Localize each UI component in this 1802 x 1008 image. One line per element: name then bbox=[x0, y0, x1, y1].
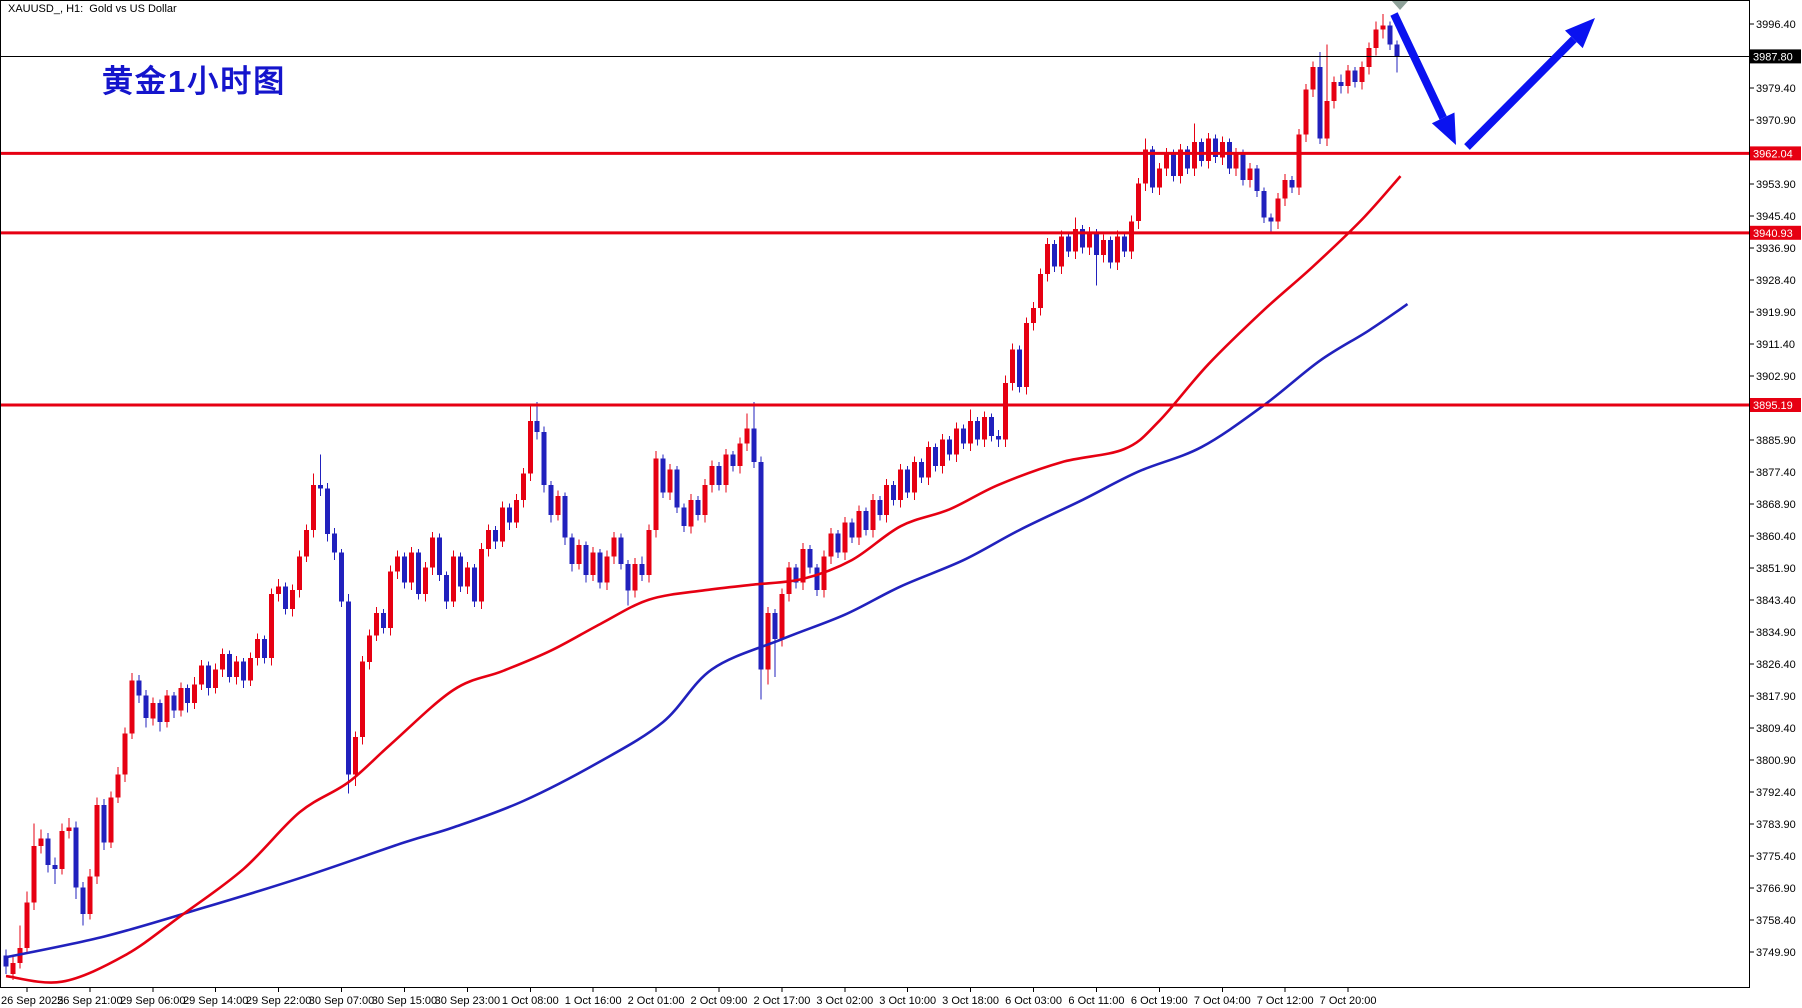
svg-text:3758.40: 3758.40 bbox=[1756, 915, 1796, 927]
svg-text:3826.40: 3826.40 bbox=[1756, 659, 1796, 671]
level-price-label-box bbox=[1750, 398, 1801, 412]
plot-border bbox=[0, 0, 1750, 988]
svg-text:3970.90: 3970.90 bbox=[1756, 115, 1796, 127]
candles-layer bbox=[3, 14, 1400, 980]
current-price-label-text: 3987.80 bbox=[1753, 51, 1793, 63]
svg-text:3928.40: 3928.40 bbox=[1756, 275, 1796, 287]
svg-text:3953.90: 3953.90 bbox=[1756, 179, 1796, 191]
svg-text:26 Sep 2025: 26 Sep 2025 bbox=[1, 995, 63, 1007]
svg-text:6 Oct 19:00: 6 Oct 19:00 bbox=[1131, 995, 1188, 1007]
moving-averages-layer bbox=[5, 175, 1409, 984]
svg-text:3817.90: 3817.90 bbox=[1756, 691, 1796, 703]
hlines-layer bbox=[1, 151, 1749, 407]
svg-text:30 Sep 07:00: 30 Sep 07:00 bbox=[309, 995, 374, 1007]
svg-text:7 Oct 12:00: 7 Oct 12:00 bbox=[1257, 995, 1314, 1007]
svg-text:6 Oct 11:00: 6 Oct 11:00 bbox=[1068, 995, 1124, 1007]
svg-text:29 Sep 22:00: 29 Sep 22:00 bbox=[246, 995, 311, 1007]
svg-text:3834.90: 3834.90 bbox=[1756, 627, 1796, 639]
svg-text:2 Oct 01:00: 2 Oct 01:00 bbox=[628, 995, 685, 1007]
chart-window-title: XAUUSD_, H1: Gold vs US Dollar bbox=[8, 3, 177, 15]
level-price-label-text: 3940.93 bbox=[1753, 228, 1793, 240]
svg-text:3936.90: 3936.90 bbox=[1756, 243, 1796, 255]
svg-text:3911.40: 3911.40 bbox=[1756, 339, 1795, 351]
svg-text:1 Oct 08:00: 1 Oct 08:00 bbox=[502, 995, 559, 1007]
trend-arrow-up-head bbox=[1564, 18, 1595, 49]
svg-text:29 Sep 14:00: 29 Sep 14:00 bbox=[183, 995, 248, 1007]
svg-text:3800.90: 3800.90 bbox=[1756, 755, 1796, 767]
svg-text:7 Oct 20:00: 7 Oct 20:00 bbox=[1320, 995, 1377, 1007]
svg-text:30 Sep 23:00: 30 Sep 23:00 bbox=[435, 995, 500, 1007]
svg-text:3919.90: 3919.90 bbox=[1756, 307, 1796, 319]
svg-text:3792.40: 3792.40 bbox=[1756, 787, 1796, 799]
svg-text:3945.40: 3945.40 bbox=[1756, 211, 1796, 223]
trend-arrow-down-shaft bbox=[1390, 12, 1447, 120]
svg-text:6 Oct 03:00: 6 Oct 03:00 bbox=[1005, 995, 1062, 1007]
svg-text:7 Oct 04:00: 7 Oct 04:00 bbox=[1194, 995, 1251, 1007]
svg-text:3885.90: 3885.90 bbox=[1756, 435, 1796, 447]
price-axis-strip bbox=[1750, 0, 1802, 1008]
svg-text:3843.40: 3843.40 bbox=[1756, 595, 1796, 607]
ma-slow-line bbox=[5, 303, 1409, 959]
level-price-label-text: 3895.19 bbox=[1753, 400, 1793, 412]
svg-text:3809.40: 3809.40 bbox=[1756, 723, 1796, 735]
level-price-label-text: 3962.04 bbox=[1753, 148, 1793, 160]
svg-text:3979.40: 3979.40 bbox=[1756, 83, 1796, 95]
svg-text:29 Sep 06:00: 29 Sep 06:00 bbox=[120, 995, 185, 1007]
level-price-label-box bbox=[1750, 146, 1801, 161]
current-price-label-box bbox=[1750, 49, 1801, 64]
svg-text:3851.90: 3851.90 bbox=[1756, 563, 1796, 575]
svg-text:3 Oct 02:00: 3 Oct 02:00 bbox=[816, 995, 873, 1007]
svg-text:3766.90: 3766.90 bbox=[1756, 883, 1796, 895]
top-marker-icon bbox=[1391, 0, 1409, 10]
svg-text:30 Sep 15:00: 30 Sep 15:00 bbox=[372, 995, 437, 1007]
svg-text:3860.40: 3860.40 bbox=[1756, 531, 1796, 543]
svg-text:2 Oct 09:00: 2 Oct 09:00 bbox=[691, 995, 748, 1007]
chart-annotation-text: 黄金1小时图 bbox=[102, 64, 287, 99]
svg-text:3996.40: 3996.40 bbox=[1756, 19, 1796, 31]
svg-text:3 Oct 18:00: 3 Oct 18:00 bbox=[942, 995, 999, 1007]
svg-text:3775.40: 3775.40 bbox=[1756, 851, 1796, 863]
svg-text:3 Oct 10:00: 3 Oct 10:00 bbox=[879, 995, 936, 1007]
time-axis-strip bbox=[0, 988, 1802, 1008]
svg-text:3783.90: 3783.90 bbox=[1756, 819, 1796, 831]
svg-text:3902.90: 3902.90 bbox=[1756, 371, 1796, 383]
svg-text:2 Oct 17:00: 2 Oct 17:00 bbox=[753, 995, 810, 1007]
ma-fast-line bbox=[5, 175, 1402, 984]
drawn-arrows-layer bbox=[1390, 12, 1595, 150]
level-price-label-box bbox=[1750, 225, 1801, 240]
price-axis-labels: 3996.403987.903979.403970.903962.403953.… bbox=[1749, 19, 1801, 959]
svg-text:3749.90: 3749.90 bbox=[1756, 947, 1796, 959]
svg-text:3877.40: 3877.40 bbox=[1756, 467, 1796, 479]
trend-arrow-down-head bbox=[1431, 112, 1456, 145]
trend-arrow-up-shaft bbox=[1464, 36, 1577, 150]
svg-text:3868.90: 3868.90 bbox=[1756, 499, 1796, 511]
svg-text:26 Sep 21:00: 26 Sep 21:00 bbox=[57, 995, 122, 1007]
svg-text:1 Oct 16:00: 1 Oct 16:00 bbox=[565, 995, 622, 1007]
